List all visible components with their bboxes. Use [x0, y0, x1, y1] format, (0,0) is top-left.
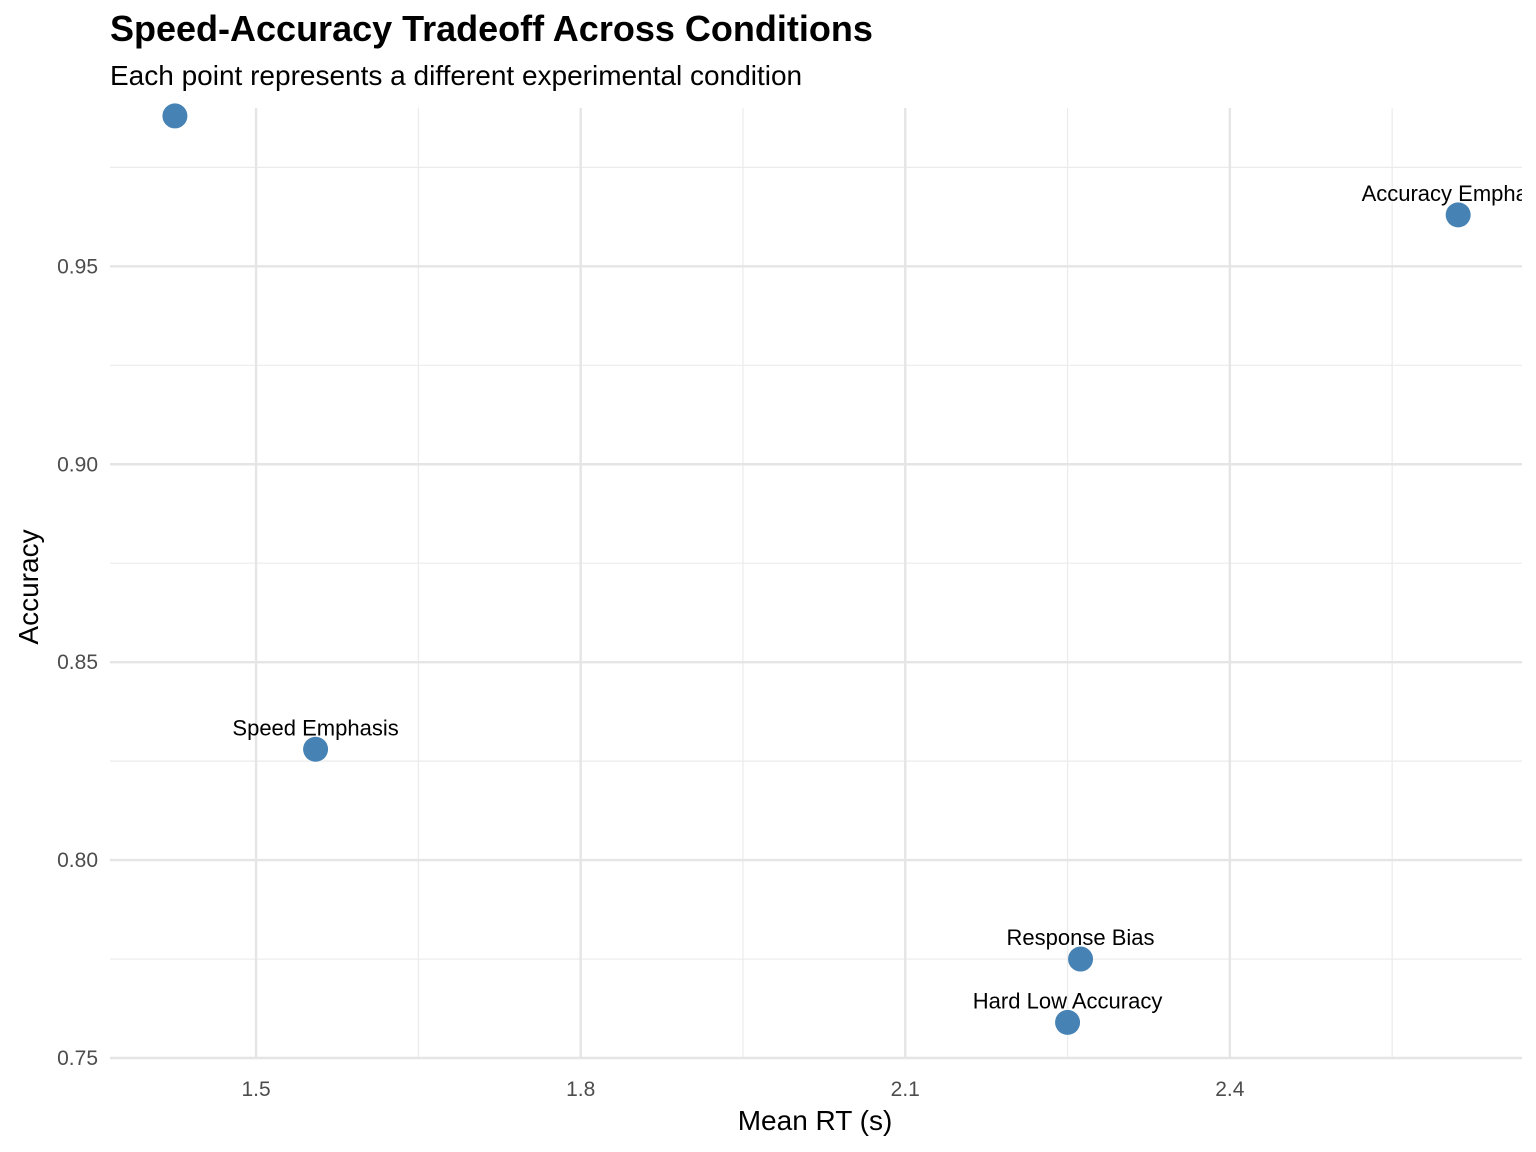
- grid: [110, 108, 1522, 1060]
- point-label: Accuracy Emphasis: [1362, 181, 1536, 206]
- data-point: [1055, 1009, 1081, 1035]
- point-labels: Easy High Accuracy Accuracy Emphasis Speed…: [77, 82, 1536, 1014]
- x-tick-label: 2.4: [1215, 1078, 1245, 1101]
- data-points: [162, 103, 1471, 1035]
- data-point: [303, 736, 329, 762]
- data-point: [1445, 202, 1471, 228]
- x-tick-label: 1.8: [566, 1078, 595, 1101]
- y-axis-title: Accuracy: [13, 529, 44, 644]
- point-label: Hard Low Accuracy: [973, 988, 1163, 1013]
- x-tick-label: 1.5: [241, 1078, 270, 1101]
- y-tick-label: 0.75: [57, 1047, 98, 1070]
- point-label: Response Bias: [1007, 925, 1155, 950]
- axis-ticks: 1.5 1.8 2.1 2.4 0.75 0.80 0.85 0.90 0.95: [57, 255, 1245, 1101]
- x-axis-title: Mean RT (s): [738, 1105, 893, 1136]
- data-point: [1068, 946, 1094, 972]
- y-tick-label: 0.95: [57, 255, 98, 278]
- y-tick-label: 0.80: [57, 849, 98, 872]
- y-tick-label: 0.85: [57, 651, 98, 674]
- y-tick-label: 0.90: [57, 453, 98, 476]
- chart-subtitle: Each point represents a different experi…: [110, 60, 803, 91]
- chart-title: Speed-Accuracy Tradeoff Across Condition…: [110, 8, 873, 49]
- point-label: Easy High Accuracy: [77, 82, 273, 107]
- data-point: [162, 103, 188, 129]
- x-tick-label: 2.1: [891, 1078, 920, 1101]
- point-label: Speed Emphasis: [232, 715, 398, 740]
